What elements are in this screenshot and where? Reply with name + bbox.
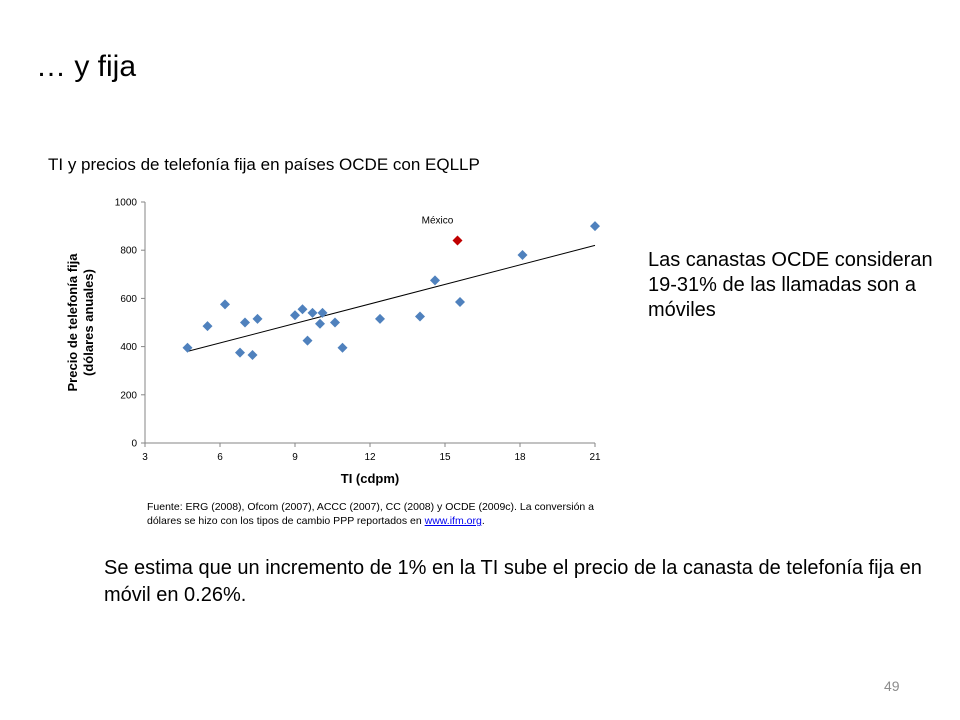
data-point bbox=[455, 297, 465, 308]
page-number: 49 bbox=[884, 678, 900, 694]
data-point bbox=[297, 304, 308, 315]
data-point bbox=[415, 311, 425, 322]
data-point bbox=[517, 250, 528, 261]
data-point bbox=[307, 307, 318, 318]
y-axis-title: (dólares anuales) bbox=[81, 269, 96, 376]
chart-title: TI y precios de telefonía fija en países… bbox=[48, 155, 480, 174]
y-tick-label: 0 bbox=[131, 439, 137, 450]
y-tick-label: 800 bbox=[120, 246, 137, 257]
slide-title: … y fija bbox=[36, 50, 137, 83]
chart-axes: 0 200 400 600 800 1000 3 6 9 12 15 18 21 bbox=[115, 198, 601, 464]
y-tick-label: 400 bbox=[120, 342, 137, 353]
data-point bbox=[202, 321, 213, 332]
y-tick-label: 1000 bbox=[115, 198, 138, 209]
data-point bbox=[315, 318, 325, 329]
y-tick-label: 600 bbox=[120, 294, 137, 305]
data-point bbox=[290, 310, 300, 321]
data-point bbox=[337, 342, 348, 353]
x-tick-label: 3 bbox=[142, 452, 148, 463]
mexico-label: México bbox=[422, 216, 454, 227]
data-point bbox=[590, 221, 600, 232]
data-points bbox=[182, 221, 600, 361]
data-point bbox=[252, 313, 263, 324]
data-point bbox=[302, 335, 313, 346]
x-tick-label: 21 bbox=[589, 452, 601, 463]
data-point bbox=[182, 342, 193, 353]
x-tick-label: 15 bbox=[439, 452, 451, 463]
data-point bbox=[220, 299, 230, 310]
x-tick-label: 6 bbox=[217, 452, 223, 463]
x-tick-label: 12 bbox=[364, 452, 376, 463]
data-point bbox=[247, 350, 258, 361]
source-text: Fuente: ERG (2008), Ofcom (2007), ACCC (… bbox=[147, 501, 595, 527]
data-point bbox=[240, 317, 250, 328]
mexico-data-point bbox=[452, 235, 463, 246]
x-axis-title: TI (cdpm) bbox=[341, 471, 400, 486]
x-tick-label: 18 bbox=[514, 452, 526, 463]
source-note: Fuente: ERG (2008), Ofcom (2007), ACCC (… bbox=[147, 500, 627, 528]
data-point bbox=[317, 307, 328, 318]
side-note: Las canastas OCDE consideran 19-31% de l… bbox=[648, 249, 933, 321]
chart-labels: México TI (cdpm) Precio de telefonía fija(… bbox=[65, 216, 454, 486]
data-point bbox=[430, 275, 440, 286]
source-link[interactable]: www.ifm.org bbox=[424, 515, 482, 527]
data-point bbox=[330, 317, 340, 328]
y-axis-title: Precio de telefonía fija bbox=[65, 253, 80, 392]
source-end: . bbox=[481, 515, 485, 527]
conclusion-text: Se estima que un incremento de 1% en la … bbox=[104, 557, 922, 606]
trendline bbox=[187, 244, 596, 352]
data-point bbox=[375, 313, 385, 324]
x-tick-label: 9 bbox=[292, 452, 298, 463]
data-point bbox=[235, 347, 245, 358]
trendline-layer bbox=[187, 244, 596, 352]
y-tick-label: 200 bbox=[120, 390, 137, 401]
